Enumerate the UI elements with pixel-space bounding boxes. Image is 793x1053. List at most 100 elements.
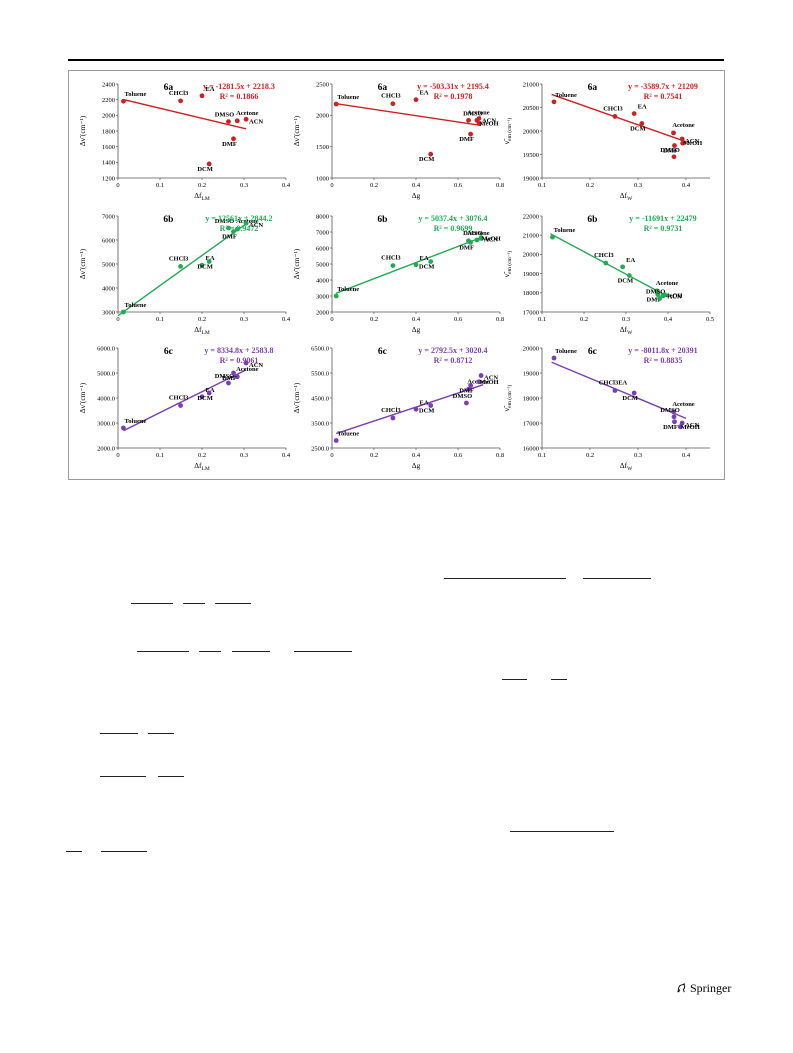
x-tick-label: 0 xyxy=(116,452,119,459)
data-point xyxy=(121,425,126,431)
y-tick-label: 3000 xyxy=(102,309,115,316)
data-point xyxy=(178,98,183,104)
x-tick-label: 0.4 xyxy=(682,182,691,189)
x-tick-label: 0.4 xyxy=(664,316,673,323)
data-point xyxy=(428,259,434,264)
y-tick-label: 21000 xyxy=(523,233,539,240)
point-label: Toluene xyxy=(555,92,577,99)
fit-r2: R² = 0.7541 xyxy=(644,92,683,101)
y-tick-label: 5000 xyxy=(102,261,115,268)
x-tick-label: 0.8 xyxy=(496,316,504,323)
y-axis-label: Δν̃ (cm⁻¹) xyxy=(292,115,301,146)
chart-6c-w: 0.1 0.2 0.3 0.4 16000 17000 18000 19000 20000 ΔfW… xyxy=(502,345,710,472)
data-point xyxy=(655,292,661,298)
x-tick-label: 0.2 xyxy=(586,452,594,459)
point-label: MeOH xyxy=(681,424,700,431)
point-label: DMF xyxy=(663,424,678,431)
x-tick-label: 0 xyxy=(116,316,119,323)
data-point xyxy=(243,220,249,226)
point-label: EA xyxy=(205,86,214,93)
data-point xyxy=(671,409,676,415)
point-label: Toluene xyxy=(125,302,147,309)
x-tick-label: 0.1 xyxy=(156,182,164,189)
data-point xyxy=(466,386,471,392)
y-tick-label: 7000 xyxy=(316,229,329,236)
point-label: DMSO xyxy=(660,147,680,154)
panel-label: 6a xyxy=(164,83,174,93)
x-axis-label: ΔfW xyxy=(620,191,633,202)
data-point xyxy=(390,263,396,268)
point-label: DCM xyxy=(197,264,213,271)
data-point xyxy=(413,406,419,412)
fit-r2: R² = 0.8712 xyxy=(434,356,473,365)
x-tick-label: 0.2 xyxy=(198,452,206,459)
fit-equation: y = -3589.7x + 21209 xyxy=(628,82,698,91)
rule xyxy=(100,733,138,734)
data-point xyxy=(551,355,557,361)
x-tick-label: 0.2 xyxy=(370,182,378,189)
y-tick-label: 2200 xyxy=(102,97,115,104)
point-label: CHCl3 xyxy=(381,407,401,414)
point-label: EA xyxy=(205,255,214,262)
point-label: DMSO xyxy=(660,407,680,414)
panel-label: 6b xyxy=(163,215,173,225)
data-point xyxy=(672,419,677,425)
data-point xyxy=(234,374,240,380)
data-point xyxy=(466,117,471,123)
y-tick-label: 4500.0 xyxy=(311,395,329,402)
y-tick-label: 6000 xyxy=(102,237,115,244)
data-point xyxy=(226,225,231,231)
y-tick-label: 20000 xyxy=(523,345,539,352)
y-tick-label: 21000 xyxy=(523,81,539,88)
point-label: DMF xyxy=(663,148,678,155)
y-tick-label: 16000 xyxy=(523,445,539,452)
rule xyxy=(137,651,189,652)
y-tick-label: 6500.0 xyxy=(311,345,329,352)
data-point xyxy=(206,390,212,396)
y-tick-label: 3000 xyxy=(316,293,329,300)
point-label: Toluene xyxy=(125,91,147,98)
data-point xyxy=(612,388,618,393)
y-axis-label: Δν̃ (cm⁻¹) xyxy=(292,382,301,413)
fit-line xyxy=(123,98,247,130)
data-point xyxy=(464,400,469,406)
x-tick-label: 0.1 xyxy=(156,452,164,459)
publisher-mark: Springer xyxy=(676,981,731,996)
y-axis-label: ν̃em (cm⁻¹) xyxy=(502,385,513,412)
fit-line xyxy=(335,384,484,435)
chart-6a-lm: 0 0.1 0.2 0.3 0.4 1200 1400 1600 1800 2000 2200 240… xyxy=(78,81,291,202)
y-axis-label: Δν̃ (cm⁻¹) xyxy=(78,382,87,413)
point-label: Acetone xyxy=(467,109,489,116)
data-point xyxy=(226,380,231,386)
data-point xyxy=(243,360,249,366)
data-point xyxy=(550,234,555,240)
point-label: EA xyxy=(419,90,428,97)
x-tick-label: 0.1 xyxy=(156,316,164,323)
point-label: DCM xyxy=(622,395,638,402)
fit-equation: y = -11691x + 22479 xyxy=(629,214,696,223)
data-point xyxy=(626,273,632,278)
point-label: ACN xyxy=(482,117,496,124)
y-tick-label: 2000 xyxy=(316,113,329,120)
y-axis-label: Δν̃ (cm⁻¹) xyxy=(78,248,87,279)
y-tick-label: 19000 xyxy=(523,370,539,377)
data-point xyxy=(671,154,677,160)
y-tick-label: 1400 xyxy=(102,160,115,167)
x-axis-label: ΔfLM xyxy=(194,191,210,202)
point-label: CHCl3 xyxy=(381,255,401,262)
x-tick-label: 0.4 xyxy=(282,316,291,323)
point-label: DCM xyxy=(419,408,435,415)
y-tick-label: 19000 xyxy=(523,271,539,278)
header-rule xyxy=(68,59,724,61)
data-point xyxy=(478,373,484,378)
data-point xyxy=(654,288,660,294)
x-tick-label: 0 xyxy=(330,182,333,189)
y-tick-label: 20500 xyxy=(523,105,539,112)
data-point xyxy=(551,99,557,105)
y-tick-label: 18000 xyxy=(523,290,539,297)
y-tick-label: 4000 xyxy=(316,277,329,284)
y-tick-label: 1500 xyxy=(316,144,329,151)
rule xyxy=(199,651,221,652)
y-tick-label: 5500.0 xyxy=(311,370,329,377)
point-label: DMF xyxy=(222,234,237,241)
